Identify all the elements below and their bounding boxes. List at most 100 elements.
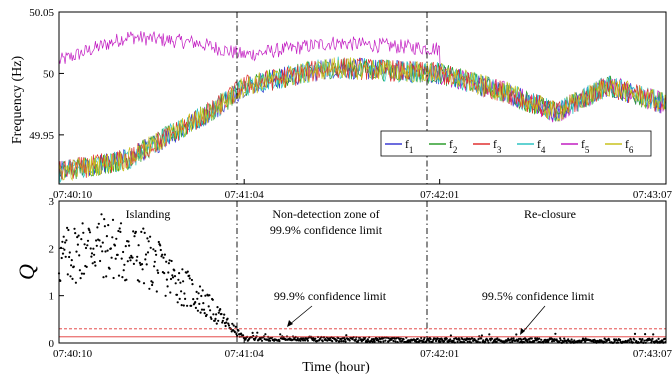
- q-point: [76, 236, 79, 239]
- legend-label-f1: f1: [405, 139, 413, 155]
- q-point: [184, 297, 187, 300]
- q-point: [73, 227, 76, 230]
- q-point: [567, 338, 570, 341]
- q-point: [428, 340, 431, 343]
- q-point: [81, 222, 84, 225]
- q-point: [72, 265, 75, 268]
- q-point: [490, 337, 494, 340]
- q-point: [99, 245, 102, 248]
- q-point: [100, 213, 103, 216]
- q-point: [233, 331, 237, 334]
- q-x-tick-label: 07:40:10: [53, 348, 93, 360]
- q-point: [93, 261, 96, 264]
- q-point: [175, 293, 179, 296]
- q-point: [484, 340, 487, 343]
- q-point: [98, 239, 101, 242]
- q-point: [82, 272, 86, 275]
- q-point: [201, 289, 204, 292]
- q-point: [538, 337, 541, 340]
- q-point: [86, 239, 90, 242]
- limit-999-annotation: 99.9% confidence limit: [274, 289, 387, 303]
- q-point: [169, 277, 173, 281]
- q-point: [384, 339, 387, 342]
- q-point: [217, 319, 220, 322]
- q-point: [101, 241, 104, 244]
- q-point: [117, 229, 120, 233]
- q-point: [140, 230, 143, 233]
- q-point: [644, 333, 647, 336]
- q-point: [86, 244, 89, 247]
- q-point: [639, 338, 642, 341]
- q-point: [126, 260, 129, 263]
- q-point: [108, 267, 111, 270]
- frequency-panel: 50.05 50 49.95 07:40:10 07:41:04 07:42:01 07:4…: [10, 7, 672, 201]
- q-point: [559, 337, 562, 340]
- q-point: [342, 340, 345, 343]
- q-point: [90, 255, 93, 258]
- q-point: [256, 331, 259, 334]
- q-point: [65, 239, 68, 242]
- q-point: [251, 331, 254, 334]
- q-point: [154, 249, 157, 253]
- q-x-tick-label: 07:43:07: [633, 348, 672, 360]
- q-point: [279, 333, 282, 336]
- q-point: [477, 338, 480, 341]
- q-point: [394, 340, 397, 343]
- q-point: [486, 339, 489, 342]
- q-point: [143, 231, 146, 234]
- q-point: [61, 240, 64, 243]
- q-point: [83, 243, 86, 246]
- q-point: [167, 271, 170, 274]
- q-point: [199, 311, 202, 314]
- q-point: [80, 272, 83, 275]
- q-point: [221, 319, 224, 322]
- q-point: [62, 235, 65, 238]
- q-point: [85, 265, 88, 268]
- q-point: [169, 291, 172, 294]
- q-point: [144, 258, 147, 261]
- q-point: [338, 340, 341, 343]
- q-point: [212, 313, 215, 316]
- q-point: [186, 270, 189, 273]
- q-point: [633, 332, 637, 335]
- q-point: [296, 337, 299, 340]
- q-point: [145, 263, 148, 266]
- q-point: [94, 264, 97, 267]
- q-axes: 0 1 2 3 07:40:10 07:41:04 07:42:01 07:43:07: [49, 196, 672, 360]
- q-point: [129, 259, 132, 262]
- q-point: [96, 226, 99, 229]
- q-point: [124, 245, 127, 248]
- q-point: [136, 279, 139, 282]
- q-point: [304, 339, 307, 342]
- q-point: [445, 337, 448, 340]
- q-point: [117, 274, 121, 277]
- q-point: [415, 340, 418, 343]
- q-point: [179, 281, 182, 284]
- q-point: [377, 340, 380, 343]
- q-point: [429, 338, 432, 341]
- q-point: [337, 336, 340, 340]
- q-point: [227, 324, 231, 327]
- series-line-f6: [58, 57, 667, 182]
- q-point: [122, 269, 125, 272]
- q-point: [216, 306, 219, 309]
- q-point: [162, 256, 165, 259]
- q-point: [178, 297, 181, 300]
- series-line-f3: [58, 57, 667, 180]
- q-point: [153, 260, 156, 263]
- q-point: [144, 253, 148, 256]
- q-point: [146, 237, 149, 240]
- frequency-y-tick-label: 49.95: [29, 130, 54, 142]
- q-point: [480, 334, 483, 337]
- q-point: [137, 244, 140, 247]
- q-point: [554, 332, 557, 335]
- ndz-label-line2: 99.9% confidence limit: [270, 223, 383, 237]
- q-point: [633, 338, 636, 341]
- frequency-x-tick-label: 07:42:01: [420, 189, 459, 201]
- q-point: [306, 339, 309, 342]
- q-point: [157, 271, 160, 274]
- q-point: [92, 247, 95, 250]
- q-point: [171, 274, 174, 277]
- q-point: [354, 338, 357, 341]
- q-point: [180, 304, 183, 307]
